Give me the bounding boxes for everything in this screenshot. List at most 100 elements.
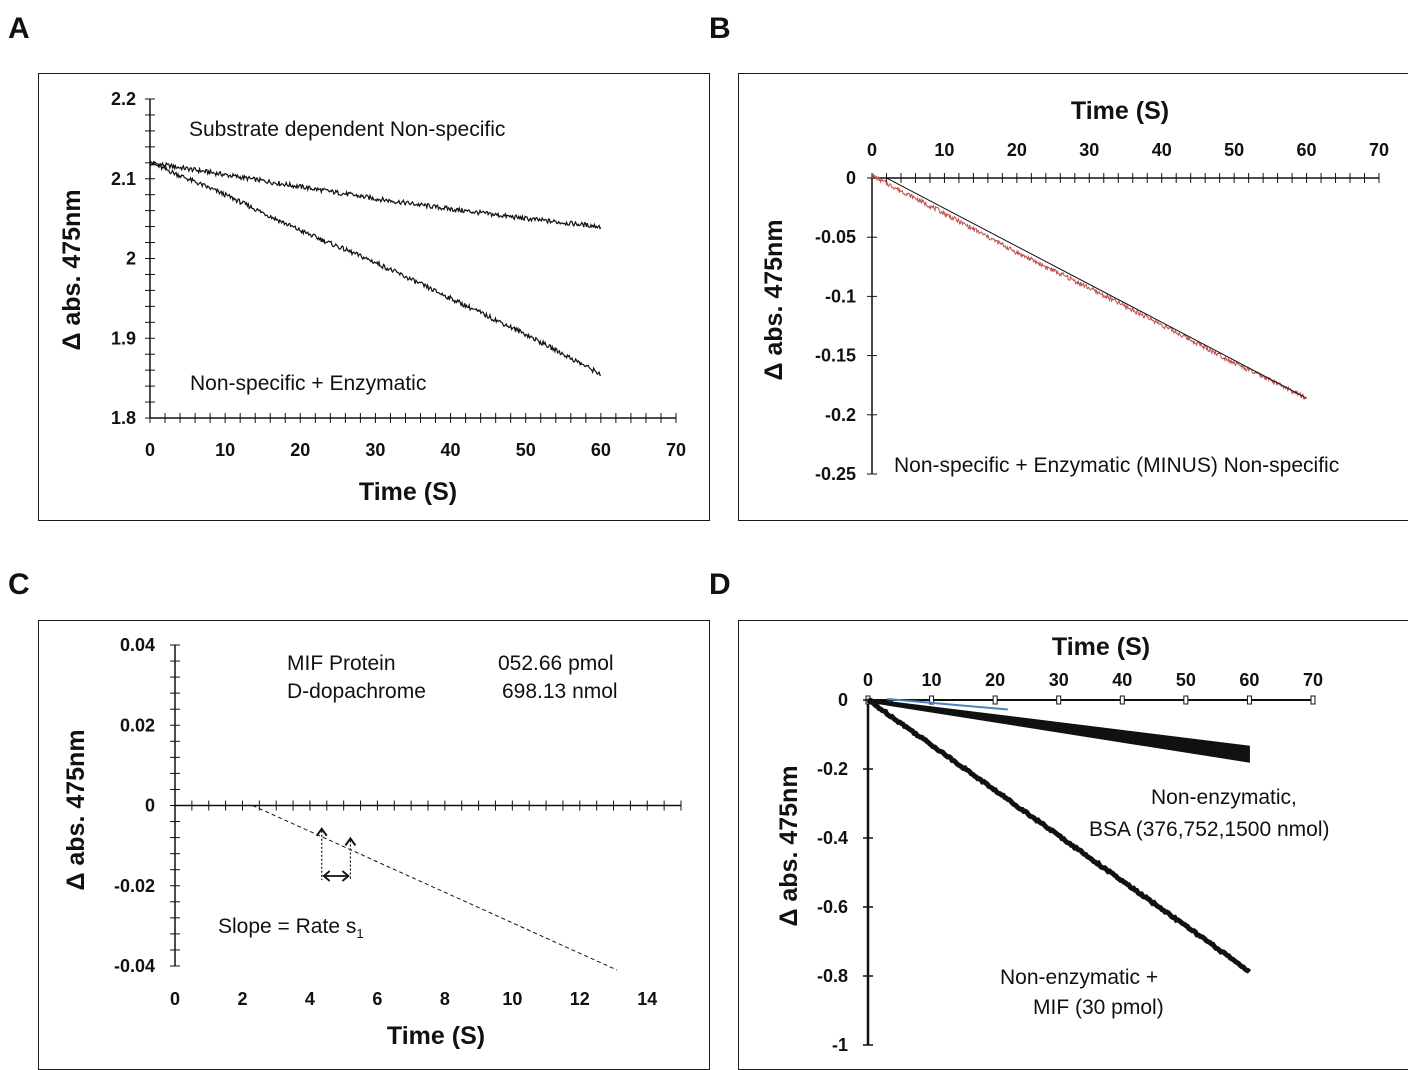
x-tick-label: 6	[372, 989, 382, 1009]
x-tick-label: 2	[237, 989, 247, 1009]
y-tick-label: -0.6	[817, 897, 848, 917]
x-tick-label: 40	[441, 440, 461, 460]
y-tick-label: -0.04	[114, 956, 155, 976]
x-tick-label: 0	[863, 670, 873, 690]
x-tick-label: 8	[440, 989, 450, 1009]
x-tick-label: 0	[170, 989, 180, 1009]
y-tick-label: -0.8	[817, 966, 848, 986]
x-tick-label: 70	[666, 440, 686, 460]
annotation-slope: Slope = Rate s1	[218, 915, 364, 941]
y-axis-title: Δ abs. 475nm	[58, 189, 86, 350]
annotation-dopachrome-amount: 698.13 nmol	[502, 680, 618, 703]
y-tick-label: -0.2	[817, 759, 848, 779]
annotation-mif-1: Non-enzymatic +	[1000, 966, 1158, 989]
x-tick-label: 12	[570, 989, 590, 1009]
annotation-dopachrome: D-dopachrome	[287, 680, 426, 703]
y-tick-label: -1	[832, 1035, 848, 1055]
y-tick-label: -0.02	[114, 876, 155, 896]
y-tick-label: -0.05	[815, 227, 856, 247]
x-tick-label: 10	[215, 440, 235, 460]
annotation-bsa-2: BSA (376,752,1500 nmol)	[1089, 818, 1330, 841]
panel-letter-a: A	[8, 12, 30, 45]
y-tick-label: 1.9	[111, 328, 136, 348]
x-axis-title: Time (S)	[1052, 633, 1150, 661]
x-tick-label: 4	[305, 989, 315, 1009]
x-tick-label: 50	[1176, 670, 1196, 690]
x-tick-mark	[929, 695, 935, 705]
annotation-substrate: Substrate dependent Non-specific	[189, 118, 505, 141]
x-axis-title: Time (S)	[359, 478, 457, 506]
x-tick-mark	[1056, 695, 1062, 705]
x-tick-label: 30	[1049, 670, 1069, 690]
x-tick-label: 60	[1239, 670, 1259, 690]
slope-subscript: 1	[356, 926, 363, 941]
series-line	[149, 160, 601, 376]
y-tick-label: -0.2	[825, 405, 856, 425]
panel-letter-d: D	[709, 568, 731, 601]
x-tick-label: 70	[1303, 670, 1323, 690]
y-tick-label: 2	[126, 249, 136, 269]
x-tick-label: 10	[502, 989, 522, 1009]
interval-arrow-right	[341, 870, 350, 882]
panel-b-frame	[738, 73, 1408, 521]
x-tick-label: 30	[1079, 140, 1099, 160]
x-tick-mark	[1310, 695, 1316, 705]
x-tick-mark	[1183, 695, 1189, 705]
x-tick-label: 0	[867, 140, 877, 160]
panel-c-frame	[38, 620, 710, 1070]
x-tick-label: 60	[591, 440, 611, 460]
y-axis-title: Δ abs. 475nm	[775, 765, 803, 926]
x-tick-label: 20	[985, 670, 1005, 690]
series-line	[866, 697, 1252, 974]
fit-line	[886, 177, 1307, 399]
x-tick-label: 50	[1224, 140, 1244, 160]
x-tick-label: 30	[365, 440, 385, 460]
x-tick-label: 14	[637, 989, 657, 1009]
y-tick-label: 0	[838, 690, 848, 710]
y-tick-label: 1.8	[111, 408, 136, 428]
y-tick-label: 2.1	[111, 169, 136, 189]
y-tick-label: 0	[846, 168, 856, 188]
x-tick-label: 0	[145, 440, 155, 460]
y-tick-label: 2.2	[111, 89, 136, 109]
series-line	[871, 172, 1307, 400]
x-tick-label: 60	[1297, 140, 1317, 160]
panel-letter-c: C	[8, 568, 30, 601]
bsa-blue-trace	[886, 698, 1008, 711]
x-axis-title: Time (S)	[387, 1022, 485, 1050]
y-tick-label: 0	[145, 796, 155, 816]
annotation-mif-protein: MIF Protein	[287, 652, 396, 675]
y-tick-label: -0.1	[825, 286, 856, 306]
annotation-mif-amount: 052.66 pmol	[498, 652, 614, 675]
x-tick-mark	[992, 695, 998, 705]
x-tick-label: 10	[934, 140, 954, 160]
y-axis-title: Δ abs. 475nm	[760, 219, 788, 380]
annotation-minus: Non-specific + Enzymatic (MINUS) Non-spe…	[894, 454, 1339, 477]
x-axis-title: Time (S)	[1071, 97, 1169, 125]
panel-letter-b: B	[709, 12, 731, 45]
marker-arrowhead-left	[315, 827, 328, 837]
x-tick-mark	[1246, 695, 1252, 705]
y-tick-label: -0.4	[817, 828, 848, 848]
x-tick-label: 40	[1152, 140, 1172, 160]
slope-dashed-line	[252, 805, 618, 971]
series-line	[867, 697, 1250, 757]
annotation-enzymatic: Non-specific + Enzymatic	[190, 372, 426, 395]
y-tick-label: -0.15	[815, 346, 856, 366]
annotation-bsa-1: Non-enzymatic,	[1151, 786, 1297, 809]
x-tick-label: 50	[516, 440, 536, 460]
x-tick-label: 10	[922, 670, 942, 690]
x-tick-label: 40	[1112, 670, 1132, 690]
series-line	[149, 160, 602, 230]
y-tick-label: 0.04	[120, 635, 155, 655]
y-axis-title: Δ abs. 475nm	[62, 729, 90, 890]
y-tick-label: -0.25	[815, 464, 856, 484]
x-tick-label: 20	[1007, 140, 1027, 160]
annotation-mif-2: MIF (30 pmol)	[1033, 996, 1164, 1019]
x-tick-label: 70	[1369, 140, 1389, 160]
x-tick-mark	[1119, 695, 1125, 705]
